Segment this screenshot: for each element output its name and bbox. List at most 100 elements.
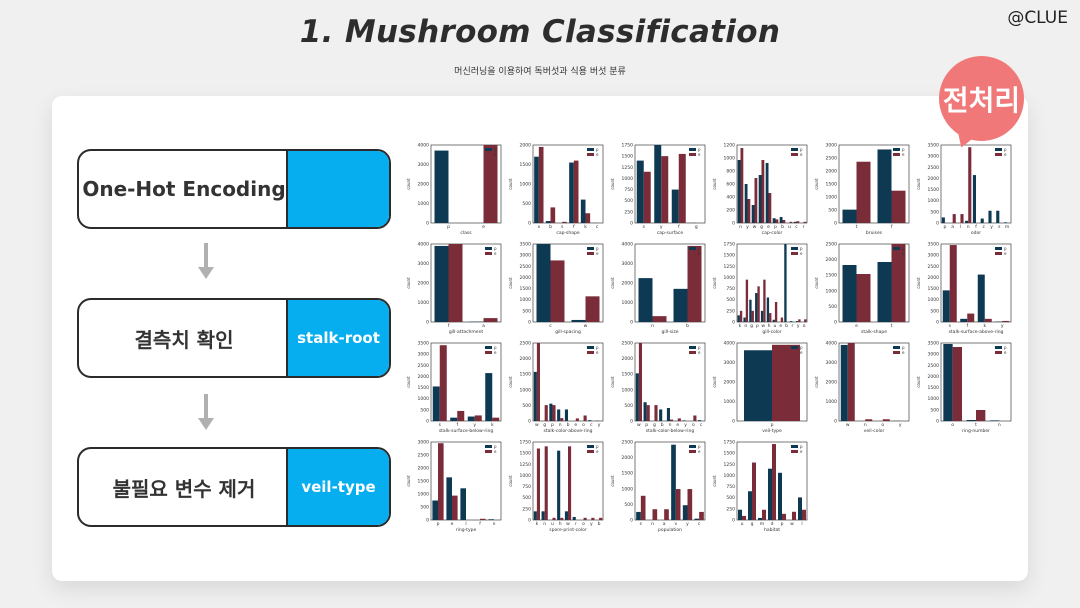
bar-p-f bbox=[972, 175, 976, 223]
y-tick-label: 0 bbox=[834, 419, 837, 425]
x-tick-label: y bbox=[590, 522, 593, 527]
y-tick-label: 0 bbox=[936, 419, 939, 425]
y-tick-label: 1000 bbox=[520, 473, 532, 479]
y-axis-label: count bbox=[814, 277, 819, 289]
y-tick-label: 1000 bbox=[520, 182, 532, 188]
bar-p-b bbox=[784, 244, 787, 322]
x-tick-label: g bbox=[543, 423, 546, 428]
legend-label-p: p bbox=[1004, 147, 1007, 152]
y-tick-label: 2000 bbox=[928, 176, 940, 182]
y-tick-label: 2500 bbox=[928, 165, 940, 171]
bar-e-o bbox=[693, 415, 697, 421]
bar-e-h bbox=[560, 517, 564, 520]
x-tick-label: w bbox=[535, 423, 539, 428]
bar-e-w bbox=[792, 511, 796, 520]
x-axis-label: veil-color bbox=[864, 428, 885, 434]
y-tick-label: 500 bbox=[624, 403, 633, 409]
bar-p-n bbox=[557, 409, 561, 421]
legend-swatch-e bbox=[791, 252, 798, 255]
x-axis-label: stalk-surface-below-ring bbox=[439, 428, 493, 434]
bar-p-f bbox=[671, 189, 679, 223]
bar-e-c bbox=[796, 221, 800, 223]
bar-e-o bbox=[952, 347, 962, 421]
x-tick-label: c bbox=[549, 324, 552, 329]
step-label: One-Hot Encoding bbox=[82, 177, 286, 201]
countplot-veil-color: 4000 3000 2000 1000 0 count w n o y p e veil-color bbox=[813, 340, 912, 438]
y-tick-label: 1500 bbox=[826, 273, 838, 279]
x-tick-label: a bbox=[482, 324, 485, 329]
x-tick-label: e bbox=[767, 225, 770, 230]
legend-swatch-p bbox=[791, 148, 798, 151]
bar-e-l bbox=[802, 509, 806, 520]
x-tick-label: c bbox=[590, 423, 593, 428]
x-tick-label: l bbox=[960, 224, 961, 230]
y-tick-label: 500 bbox=[930, 209, 939, 215]
y-tick-label: 2500 bbox=[928, 363, 940, 369]
y-tick-label: 0 bbox=[630, 419, 633, 425]
countplot-habitat: 1750 1500 1250 1000 750 500 250 0 count u g m d p w l p e… bbox=[711, 439, 810, 537]
y-tick-label: 750 bbox=[726, 286, 735, 292]
y-tick-label: 0 bbox=[528, 518, 531, 524]
y-axis-label: count bbox=[814, 376, 819, 388]
y-tick-label: 500 bbox=[420, 407, 429, 413]
x-tick-label: w bbox=[584, 324, 588, 329]
x-tick-label: s bbox=[949, 324, 952, 329]
countplot-svg: 3500 3000 2500 2000 1500 1000 500 0 count s f y k pe s… bbox=[406, 341, 502, 434]
x-tick-label: p bbox=[774, 225, 777, 230]
x-tick-label: r bbox=[803, 224, 805, 230]
x-tick-label: p bbox=[771, 423, 774, 428]
bar-p-t bbox=[877, 262, 892, 322]
bar-p-c bbox=[536, 244, 551, 322]
countplot-stalk-color-below-ring: 2500 2000 1500 1000 500 0 count w p g b n e y o c p e stal… bbox=[609, 340, 708, 438]
bar-e-e bbox=[483, 145, 498, 223]
bar-e-p bbox=[782, 513, 786, 520]
x-tick-label: e bbox=[855, 324, 858, 329]
legend-swatch-e bbox=[893, 351, 900, 354]
bar-e-b bbox=[550, 207, 556, 223]
x-tick-label: g bbox=[760, 225, 763, 230]
y-tick-label: 500 bbox=[522, 201, 531, 207]
bar-p-f bbox=[434, 245, 449, 322]
x-tick-label: c bbox=[700, 423, 703, 428]
bar-p-y bbox=[682, 420, 686, 421]
x-tick-label: k bbox=[584, 224, 587, 230]
step-tag: stalk-root bbox=[286, 300, 389, 376]
x-tick-label: b bbox=[598, 521, 601, 527]
x-tick-label: n bbox=[559, 423, 562, 428]
legend-label-e: e bbox=[698, 449, 701, 454]
x-tick-label: n bbox=[744, 324, 747, 329]
bar-p-p bbox=[744, 350, 772, 421]
bar-e-u bbox=[552, 517, 556, 520]
bar-e-p bbox=[646, 405, 650, 421]
countplot-svg: 1750 1500 1250 1000 750 500 250 0 count s y f g pe cap… bbox=[610, 143, 706, 236]
y-tick-label: 0 bbox=[528, 320, 531, 326]
legend-label-p: p bbox=[1004, 345, 1007, 350]
x-tick-label: k bbox=[739, 323, 742, 329]
countplot-population: 2500 2000 1500 1000 500 0 count s n a v y c p e populat… bbox=[609, 439, 708, 537]
bar-e-n bbox=[865, 419, 873, 421]
countplot-svg: 3000 2500 2000 1500 1000 500 0 count t f pe bruises bbox=[814, 143, 910, 236]
x-axis-label: spore-print-color bbox=[549, 527, 587, 533]
y-tick-label: 2500 bbox=[418, 363, 430, 369]
bar-p-k bbox=[737, 315, 740, 322]
legend-swatch-p bbox=[791, 247, 798, 250]
bar-p-p bbox=[772, 218, 776, 223]
bar-e-k bbox=[492, 417, 500, 421]
x-tick-label: p bbox=[756, 324, 759, 329]
y-tick-label: 3000 bbox=[928, 253, 940, 259]
bar-e-p bbox=[772, 344, 800, 421]
y-tick-label: 2000 bbox=[520, 275, 532, 281]
legend-label-e: e bbox=[494, 350, 497, 355]
y-axis-label: count bbox=[712, 277, 717, 289]
bar-p-n bbox=[743, 317, 746, 322]
x-tick-label: c bbox=[983, 225, 986, 230]
y-axis-label: count bbox=[610, 475, 615, 487]
countplot-svg: 2500 2000 1500 1000 500 0 count s n a v y c pe populat… bbox=[610, 440, 706, 533]
countplot-gill-size: 4000 3000 2000 1000 0 count n b p e gill-size bbox=[609, 241, 708, 339]
bar-e-e bbox=[575, 418, 579, 421]
y-tick-label: 2000 bbox=[826, 380, 838, 386]
x-tick-label: u bbox=[551, 522, 554, 527]
y-tick-label: 750 bbox=[726, 484, 735, 490]
x-tick-label: t bbox=[975, 422, 977, 428]
